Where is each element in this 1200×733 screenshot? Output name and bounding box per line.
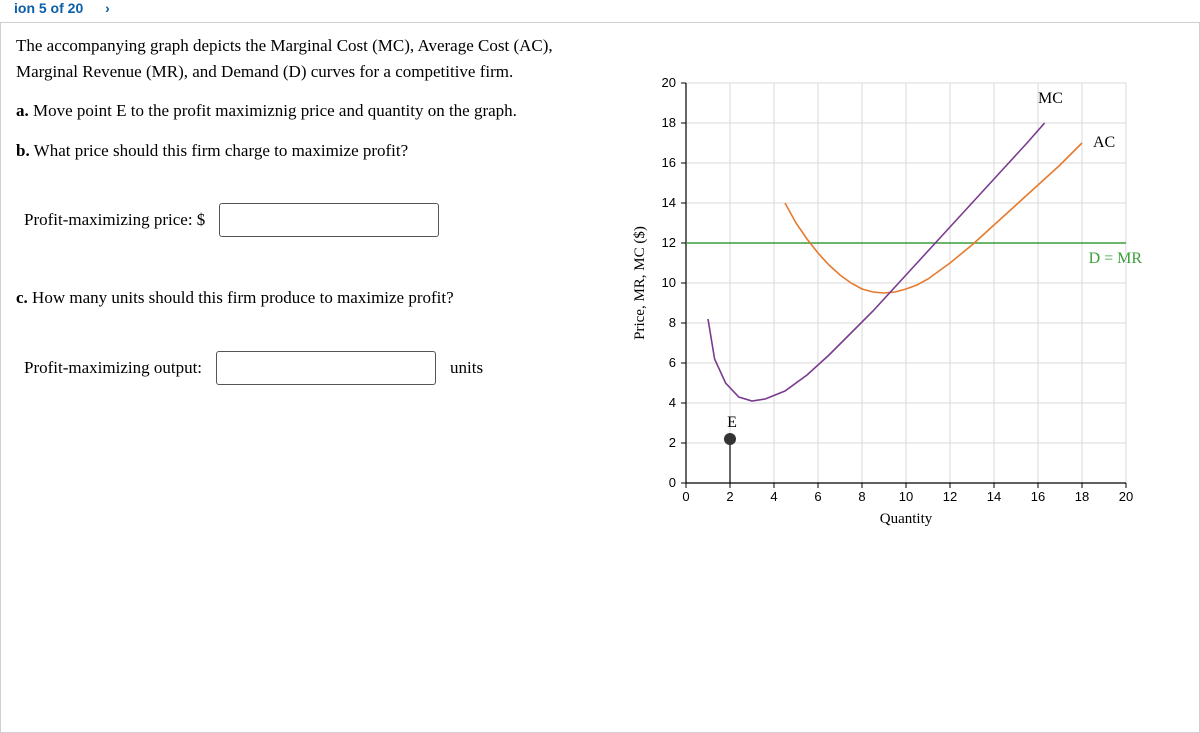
svg-text:6: 6 xyxy=(669,355,676,370)
price-input[interactable] xyxy=(219,203,439,237)
part-c-text: How many units should this firm produce … xyxy=(28,288,454,307)
svg-text:16: 16 xyxy=(1031,489,1045,504)
svg-text:18: 18 xyxy=(1075,489,1089,504)
svg-text:20: 20 xyxy=(1119,489,1133,504)
chart-wrap: 0 2 4 6 8 10 12 14 16 18 20 0 2 4 6 8 10 12 14 16 18 20 Quanti… xyxy=(626,73,1166,553)
next-question-chevron[interactable]: › xyxy=(105,0,110,16)
part-a-text: Move point E to the profit maximiznig pr… xyxy=(29,101,517,120)
svg-text:8: 8 xyxy=(669,315,676,330)
output-label: Profit-maximizing output: xyxy=(24,355,202,381)
intro-text: The accompanying graph depicts the Margi… xyxy=(16,33,586,84)
part-b: b. What price should this firm charge to… xyxy=(16,138,586,164)
svg-text:Price, MR, MC ($): Price, MR, MC ($) xyxy=(632,226,648,340)
left-panel: The accompanying graph depicts the Margi… xyxy=(16,33,606,722)
svg-text:16: 16 xyxy=(662,155,676,170)
part-b-label: b. xyxy=(16,141,30,160)
svg-text:10: 10 xyxy=(899,489,913,504)
part-c-label: c. xyxy=(16,288,28,307)
svg-text:12: 12 xyxy=(943,489,957,504)
svg-text:2: 2 xyxy=(726,489,733,504)
svg-text:0: 0 xyxy=(682,489,689,504)
part-a-label: a. xyxy=(16,101,29,120)
svg-text:4: 4 xyxy=(669,395,676,410)
svg-text:Quantity: Quantity xyxy=(880,511,933,527)
economics-chart[interactable]: 0 2 4 6 8 10 12 14 16 18 20 0 2 4 6 8 10 12 14 16 18 20 Quanti… xyxy=(626,73,1166,553)
svg-text:18: 18 xyxy=(662,115,676,130)
price-label: Profit-maximizing price: $ xyxy=(24,207,205,233)
part-c: c. How many units should this firm produ… xyxy=(16,285,586,311)
units-label: units xyxy=(450,355,483,381)
part-b-text: What price should this firm charge to ma… xyxy=(30,141,408,160)
part-a: a. Move point E to the profit maximiznig… xyxy=(16,98,586,124)
svg-text:4: 4 xyxy=(770,489,777,504)
question-counter: ion 5 of 20 xyxy=(14,0,83,16)
svg-text:0: 0 xyxy=(669,475,676,490)
svg-text:D = MR: D = MR xyxy=(1089,250,1143,267)
svg-text:6: 6 xyxy=(814,489,821,504)
svg-text:14: 14 xyxy=(662,195,676,210)
chart-panel: 0 2 4 6 8 10 12 14 16 18 20 0 2 4 6 8 10 12 14 16 18 20 Quanti… xyxy=(606,33,1184,722)
svg-text:2: 2 xyxy=(669,435,676,450)
svg-text:20: 20 xyxy=(662,75,676,90)
svg-text:E: E xyxy=(727,414,737,431)
svg-text:10: 10 xyxy=(662,275,676,290)
question-header: ion 5 of 20 › xyxy=(0,0,1200,23)
output-input[interactable] xyxy=(216,351,436,385)
output-input-row: Profit-maximizing output: units xyxy=(16,351,586,385)
svg-text:14: 14 xyxy=(987,489,1001,504)
content-area: The accompanying graph depicts the Margi… xyxy=(0,23,1200,733)
svg-text:8: 8 xyxy=(858,489,865,504)
svg-text:12: 12 xyxy=(662,235,676,250)
svg-text:AC: AC xyxy=(1093,134,1115,151)
price-input-row: Profit-maximizing price: $ xyxy=(16,203,586,237)
svg-text:MC: MC xyxy=(1038,90,1063,107)
